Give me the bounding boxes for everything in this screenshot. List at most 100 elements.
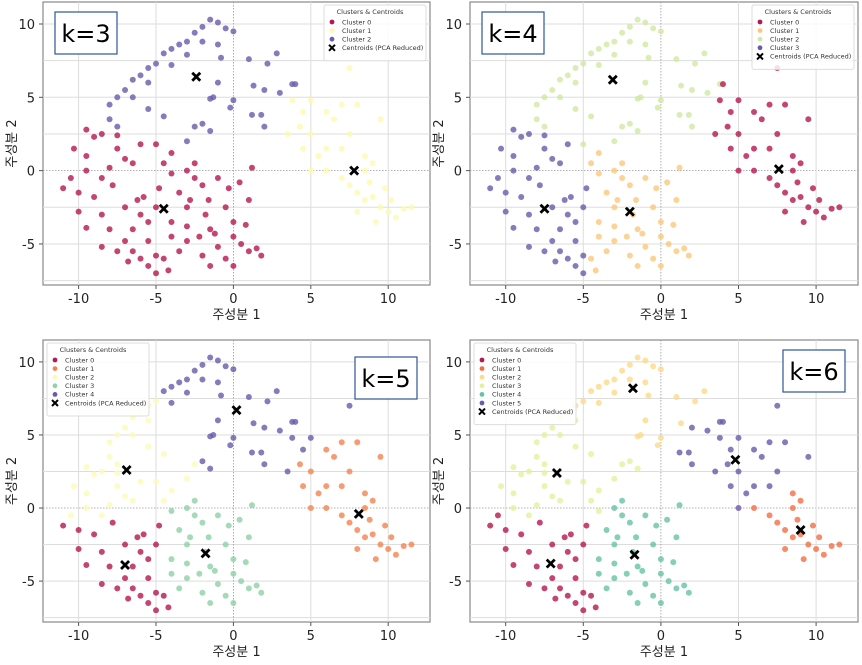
data-point-cluster-0: [751, 108, 758, 115]
data-point-cluster-5: [758, 453, 765, 460]
data-point-cluster-2: [145, 79, 152, 86]
legend-label: Centroids (PCA Reduced): [342, 44, 423, 52]
legend-box: [473, 342, 577, 426]
x-tick-label: 5: [734, 292, 742, 307]
data-point-cluster-0: [766, 145, 773, 152]
legend-marker: [479, 400, 485, 406]
data-point-cluster-3: [580, 270, 587, 277]
data-point-cluster-4: [307, 434, 314, 441]
data-point-cluster-0: [580, 589, 587, 596]
data-point-cluster-1: [377, 116, 384, 123]
data-point-cluster-2: [106, 502, 113, 509]
legend-label: Centroids (PCA Reduced): [492, 408, 573, 416]
data-point-cluster-1: [346, 130, 353, 137]
x-tick-label: 5: [734, 629, 742, 644]
data-point-cluster-0: [125, 595, 132, 602]
data-point-cluster-0: [106, 226, 113, 233]
x-tick-label: -10: [495, 629, 516, 644]
data-point-cluster-2: [145, 443, 152, 450]
data-point-cluster-0: [137, 548, 144, 555]
data-point-cluster-3: [611, 475, 618, 482]
centroid-marker-3: [551, 467, 562, 478]
data-point-cluster-0: [580, 541, 587, 548]
y-tick-label: -5: [22, 238, 35, 253]
data-point-cluster-1: [751, 505, 758, 512]
data-point-cluster-0: [510, 562, 517, 569]
data-point-cluster-3: [533, 164, 540, 171]
data-point-cluster-0: [75, 526, 82, 533]
data-point-cluster-1: [774, 519, 781, 526]
data-point-cluster-1: [369, 194, 376, 201]
data-point-cluster-2: [153, 60, 160, 67]
data-point-cluster-0: [183, 204, 190, 211]
data-point-cluster-1: [369, 531, 376, 538]
y-tick-label: 10: [445, 356, 462, 371]
data-point-cluster-0: [137, 255, 144, 262]
data-point-cluster-0: [567, 531, 574, 538]
data-point-cluster-0: [541, 585, 548, 592]
data-point-cluster-3: [168, 507, 175, 514]
data-point-cluster-0: [153, 252, 160, 259]
data-point-cluster-3: [487, 185, 494, 192]
data-point-cluster-4: [673, 534, 680, 541]
x-tick-label: -10: [68, 292, 89, 307]
data-point-cluster-1: [611, 204, 618, 211]
x-tick-label: -10: [68, 629, 89, 644]
data-point-cluster-2: [541, 123, 548, 130]
data-point-cluster-4: [611, 560, 618, 567]
data-point-cluster-0: [106, 563, 113, 570]
data-point-cluster-2: [688, 123, 695, 130]
data-point-cluster-3: [230, 600, 237, 607]
data-point-cluster-2: [258, 111, 265, 118]
data-point-cluster-3: [557, 226, 564, 233]
data-point-cluster-0: [125, 258, 132, 265]
data-point-cluster-0: [592, 604, 599, 611]
data-point-cluster-1: [392, 551, 399, 558]
data-point-cluster-2: [168, 487, 175, 494]
data-point-cluster-2: [214, 41, 221, 48]
scatter-points: [60, 354, 415, 614]
data-point-cluster-3: [533, 439, 540, 446]
data-point-cluster-2: [183, 51, 190, 58]
data-point-cluster-1: [650, 255, 657, 262]
data-point-cluster-1: [664, 179, 671, 186]
data-point-cluster-0: [518, 531, 525, 538]
data-point-cluster-2: [673, 56, 680, 63]
data-point-cluster-2: [191, 461, 198, 468]
x-axis-label: 주성분 1: [640, 645, 688, 660]
data-point-cluster-2: [106, 439, 113, 446]
legend-label: Cluster 3: [65, 382, 94, 390]
data-point-cluster-0: [140, 194, 147, 201]
data-point-cluster-3: [199, 589, 206, 596]
y-tick-label: 10: [18, 18, 35, 33]
data-point-cluster-0: [572, 575, 579, 582]
data-point-cluster-4: [183, 389, 190, 396]
data-point-cluster-1: [813, 545, 820, 552]
k-label-box: [782, 349, 846, 393]
x-axis-label: 주성분 1: [212, 645, 260, 660]
data-point-cluster-0: [183, 223, 190, 230]
data-point-cluster-1: [361, 534, 368, 541]
data-point-cluster-0: [816, 196, 823, 203]
data-point-cluster-4: [207, 354, 214, 361]
data-point-cluster-4: [664, 516, 671, 523]
legend-label: Cluster 0: [770, 18, 799, 26]
data-point-cluster-2: [207, 128, 214, 135]
data-point-cluster-2: [595, 45, 602, 52]
data-point-cluster-4: [614, 534, 621, 541]
legend-label: Cluster 2: [342, 36, 371, 44]
data-point-cluster-1: [354, 526, 361, 533]
data-point-cluster-3: [595, 507, 602, 514]
legend-label: Cluster 4: [492, 391, 521, 399]
data-point-cluster-2: [273, 50, 280, 57]
data-point-cluster-3: [502, 208, 509, 215]
data-point-cluster-0: [557, 563, 564, 570]
data-point-cluster-1: [377, 541, 384, 548]
data-point-cluster-3: [549, 204, 556, 211]
data-point-cluster-1: [816, 534, 823, 541]
data-point-cluster-0: [719, 81, 726, 88]
legend-marker: [52, 357, 58, 363]
data-point-cluster-1: [665, 240, 672, 247]
data-point-cluster-4: [642, 581, 649, 588]
